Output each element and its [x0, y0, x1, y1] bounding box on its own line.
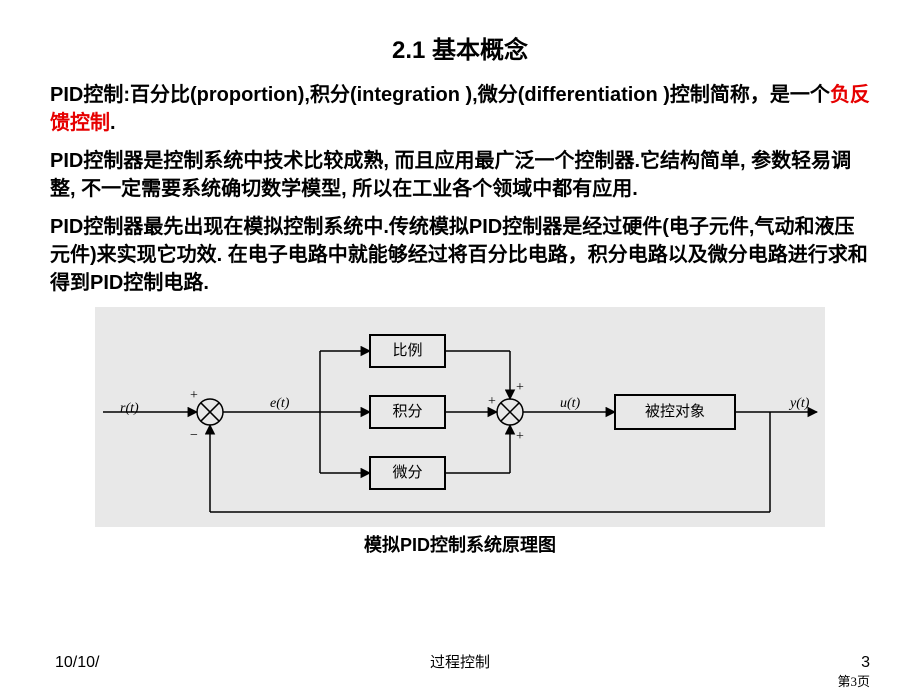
paragraph-3: PID控制器最先出现在模拟控制系统中.传统模拟PID控制器是经过硬件(电子元件,…: [50, 213, 870, 297]
section-title: 2.1 基本概念: [50, 30, 870, 65]
svg-text:r(t): r(t): [120, 401, 139, 416]
footer-page-number: 3: [861, 654, 870, 672]
svg-text:y(t): y(t): [788, 396, 810, 411]
svg-text:−: −: [190, 428, 198, 443]
svg-text:+: +: [488, 394, 496, 409]
paragraph-2: PID控制器是控制系统中技术比较成熟, 而且应用最广泛一个控制器.它结构简单, …: [50, 147, 870, 203]
para1-suffix: .: [110, 112, 116, 134]
svg-text:+: +: [516, 380, 524, 395]
svg-text:u(t): u(t): [560, 396, 581, 411]
svg-text:比例: 比例: [392, 342, 422, 359]
svg-text:微分: 微分: [392, 464, 422, 481]
svg-text:被控对象: 被控对象: [645, 403, 705, 420]
block-diagram: 比例积分微分 被控对象 r(t) e(t) u(t) y(t) + − + + +: [95, 307, 825, 527]
diagram-caption: 模拟PID控制系统原理图: [50, 531, 870, 557]
svg-text:e(t): e(t): [270, 396, 290, 411]
svg-text:+: +: [190, 388, 198, 403]
footer-topic: 过程控制: [430, 651, 490, 672]
paragraph-1: PID控制:百分比(proportion),积分(integration ),微…: [50, 81, 870, 137]
svg-text:积分: 积分: [392, 403, 422, 420]
para1-prefix: PID控制:百分比(proportion),积分(integration ),微…: [50, 84, 830, 106]
footer-page-label: 第3页: [837, 671, 870, 690]
footer-date: 10/10/: [55, 654, 99, 672]
pid-diagram-svg: 比例积分微分 被控对象 r(t) e(t) u(t) y(t) + − + + +: [95, 307, 825, 522]
svg-text:+: +: [516, 429, 524, 444]
